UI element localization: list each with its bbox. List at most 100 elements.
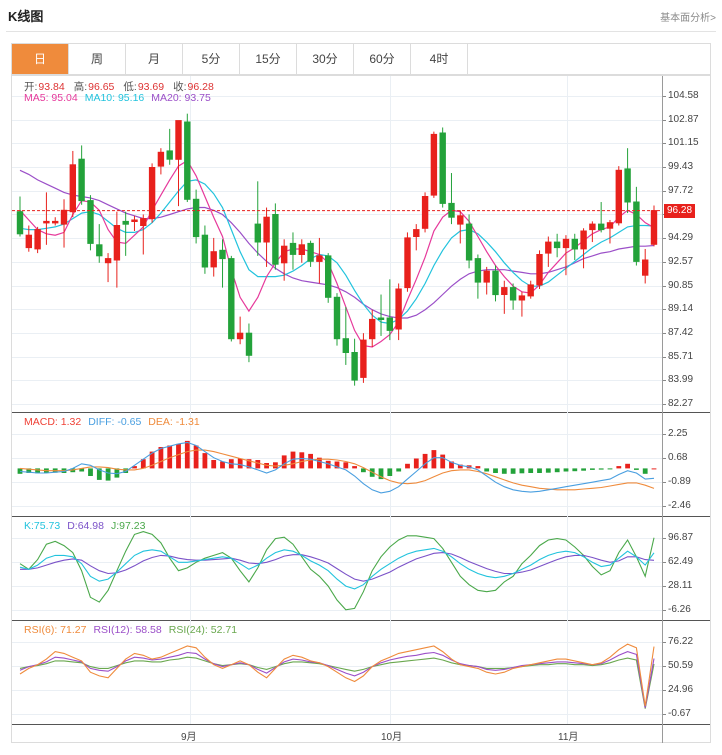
candlestick — [148, 163, 156, 223]
candle-body — [281, 245, 288, 264]
candlestick — [43, 192, 50, 245]
candle-body — [131, 219, 138, 222]
macd-bar — [554, 468, 560, 473]
macd-bar — [493, 468, 498, 473]
candle-body — [104, 258, 112, 264]
low-label: 低: — [123, 81, 137, 93]
macd-bar — [413, 458, 419, 469]
macd-bar — [149, 451, 155, 469]
candle-body — [254, 223, 262, 243]
j-legend: J:97.23 — [110, 520, 146, 532]
month-gridline — [190, 516, 191, 620]
macd-bar — [88, 468, 93, 476]
price-axis-label: 99.43 — [668, 161, 694, 172]
candle-body — [236, 332, 244, 340]
macd-bar — [537, 468, 542, 473]
month-gridline — [567, 516, 568, 620]
macd-bar — [193, 445, 199, 469]
candle-body — [175, 120, 182, 160]
tab-1[interactable]: 周 — [69, 44, 126, 74]
candlestick — [34, 226, 41, 254]
macd-bar — [237, 458, 243, 469]
candlestick — [589, 221, 596, 243]
candle-body — [562, 238, 570, 249]
candlestick — [536, 250, 543, 290]
price-axis-label: 97.72 — [668, 185, 694, 196]
page-header: K线图 基本面分析> — [0, 0, 722, 32]
chart-container[interactable]: 104.58 102.87 101.15 99.43 97.72 96.28 94.29 92… — [11, 75, 711, 743]
tab-0[interactable]: 日 — [12, 44, 69, 74]
candle-body — [650, 210, 658, 245]
candlestick — [615, 166, 622, 226]
candlestick — [96, 224, 103, 263]
candlestick — [140, 214, 147, 255]
price-panel: 104.58 102.87 101.15 99.43 97.72 96.28 94.29 92… — [12, 76, 710, 412]
candle-body — [325, 255, 332, 298]
y-tick — [662, 262, 666, 263]
candlestick — [448, 173, 455, 225]
macd-bar — [35, 468, 40, 474]
month-gridline — [567, 412, 568, 516]
tab-6[interactable]: 60分 — [354, 44, 411, 74]
candlestick — [325, 253, 332, 303]
candle-body — [509, 287, 517, 301]
candlestick — [316, 237, 323, 284]
candle-body — [34, 229, 41, 250]
month-gridline — [190, 412, 191, 516]
candle-body — [633, 201, 640, 262]
开-label: 开: — [24, 81, 38, 93]
candle-body — [157, 151, 165, 167]
high-label: 高: — [73, 81, 88, 93]
tab-5[interactable]: 30分 — [297, 44, 354, 74]
price-axis-label: 85.71 — [668, 351, 694, 362]
fundamental-analysis-link[interactable]: 基本面分析> — [660, 13, 716, 24]
period-tabs[interactable]: 日周月 5分 15分 30分 60分 4时 — [11, 43, 711, 75]
candle-body — [166, 150, 173, 160]
k-legend: K:75.73 — [24, 520, 61, 532]
macd-bar — [484, 468, 490, 472]
gridline — [12, 538, 662, 539]
candle-body — [465, 223, 473, 261]
tab-7[interactable]: 4时 — [411, 44, 468, 74]
candle-body — [289, 242, 297, 255]
month-gridline — [390, 516, 391, 620]
candle-body — [395, 288, 402, 330]
gridline — [12, 96, 662, 97]
macd-bar — [405, 463, 410, 469]
tab-2[interactable]: 月 — [126, 44, 183, 74]
price-axis-label: 83.99 — [668, 374, 694, 385]
panel-separator — [12, 412, 710, 413]
macd-bar — [545, 468, 551, 473]
macd-bar — [167, 445, 173, 469]
rsi12-line — [19, 651, 655, 708]
candle-body — [369, 318, 376, 340]
candlestick — [580, 228, 587, 269]
tab-3[interactable]: 5分 — [183, 44, 240, 74]
high-value: 96.65 — [88, 81, 115, 93]
candlestick — [201, 225, 209, 274]
y-tick — [662, 538, 666, 539]
candlestick — [501, 280, 508, 314]
macd-bar — [457, 464, 463, 469]
k-line — [19, 547, 655, 590]
candle-body — [421, 196, 429, 229]
candlestick — [87, 195, 94, 251]
candlestick — [228, 255, 235, 342]
macd-bar — [325, 460, 331, 469]
y-tick — [662, 380, 666, 381]
macd-bar — [281, 455, 287, 469]
diff-line — [19, 441, 655, 494]
tab-4[interactable]: 15分 — [240, 44, 297, 74]
candle-body — [52, 220, 59, 224]
macd-bar — [642, 468, 648, 474]
y-tick — [662, 357, 666, 358]
candle-body — [501, 287, 508, 296]
candlestick — [439, 127, 446, 208]
gridline — [12, 167, 662, 168]
y-axis-divider — [662, 516, 663, 620]
macd-bar — [581, 468, 586, 471]
candle-body — [210, 251, 217, 268]
kdj-panel: 96.87 62.49 28.11 -6.26 K:75.73 D:64.98 J:97.2… — [12, 516, 710, 620]
candlestick — [545, 236, 552, 267]
candle-body — [492, 270, 499, 296]
